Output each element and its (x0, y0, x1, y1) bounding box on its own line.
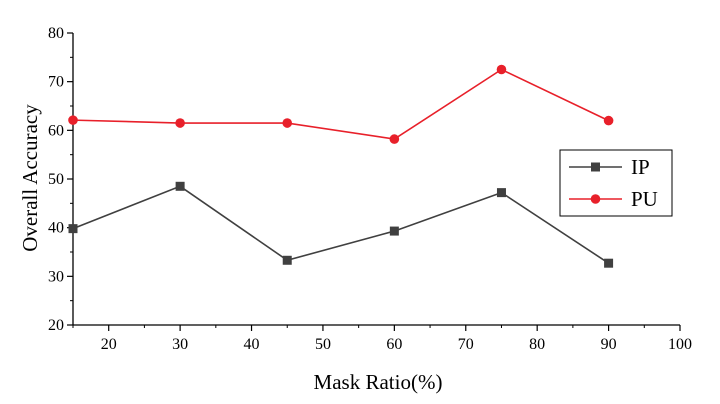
legend-label-pu: PU (631, 187, 658, 211)
series-layer (68, 64, 614, 268)
axes: 20 30 40 50 60 70 80 90 100 20 30 40 50 60 70 80 (48, 25, 692, 353)
x-tick-label: 50 (315, 336, 331, 353)
data-point-pu (603, 115, 614, 126)
data-point-pu (175, 118, 185, 128)
series-line-ip (72, 185, 610, 264)
y-tick-label: 60 (48, 122, 64, 139)
data-point-ip (175, 181, 185, 191)
y-axis-title: Overall Accuracy (18, 104, 42, 252)
series-line-pu (72, 68, 609, 140)
data-point-ip (389, 226, 399, 236)
x-tick-label: 30 (172, 336, 188, 353)
x-tick-label: 70 (458, 336, 474, 353)
series-ip (68, 181, 614, 268)
legend-box (559, 149, 673, 217)
y-tick-label: 30 (48, 268, 64, 285)
x-tick-label: 80 (529, 336, 545, 353)
x-tick-label: 40 (244, 336, 260, 353)
y-tick-label: 50 (48, 171, 64, 188)
x-tick-label: 60 (386, 336, 402, 353)
data-point-pu (68, 115, 78, 125)
legend: IP PU (559, 149, 673, 217)
y-tick-label: 70 (48, 74, 64, 91)
data-point-ip (496, 188, 506, 198)
data-point-ip (68, 224, 78, 234)
series-pu (68, 64, 614, 144)
x-axis-title: Mask Ratio(%) (314, 370, 443, 394)
data-point-ip (282, 255, 292, 265)
y-tick-label: 20 (48, 317, 64, 334)
data-point-pu (389, 134, 400, 144)
x-tick-label: 20 (101, 336, 117, 353)
data-point-pu (496, 64, 507, 75)
data-point-pu (282, 118, 293, 128)
y-tick-label: 80 (48, 25, 64, 42)
data-point-ip (604, 258, 614, 268)
legend-label-ip: IP (631, 155, 650, 179)
x-tick-label: 90 (601, 336, 617, 353)
x-tick-label: 100 (668, 336, 692, 353)
y-tick-label: 40 (48, 220, 64, 237)
legend-marker-pu (590, 194, 601, 204)
legend-marker-ip (591, 162, 600, 172)
